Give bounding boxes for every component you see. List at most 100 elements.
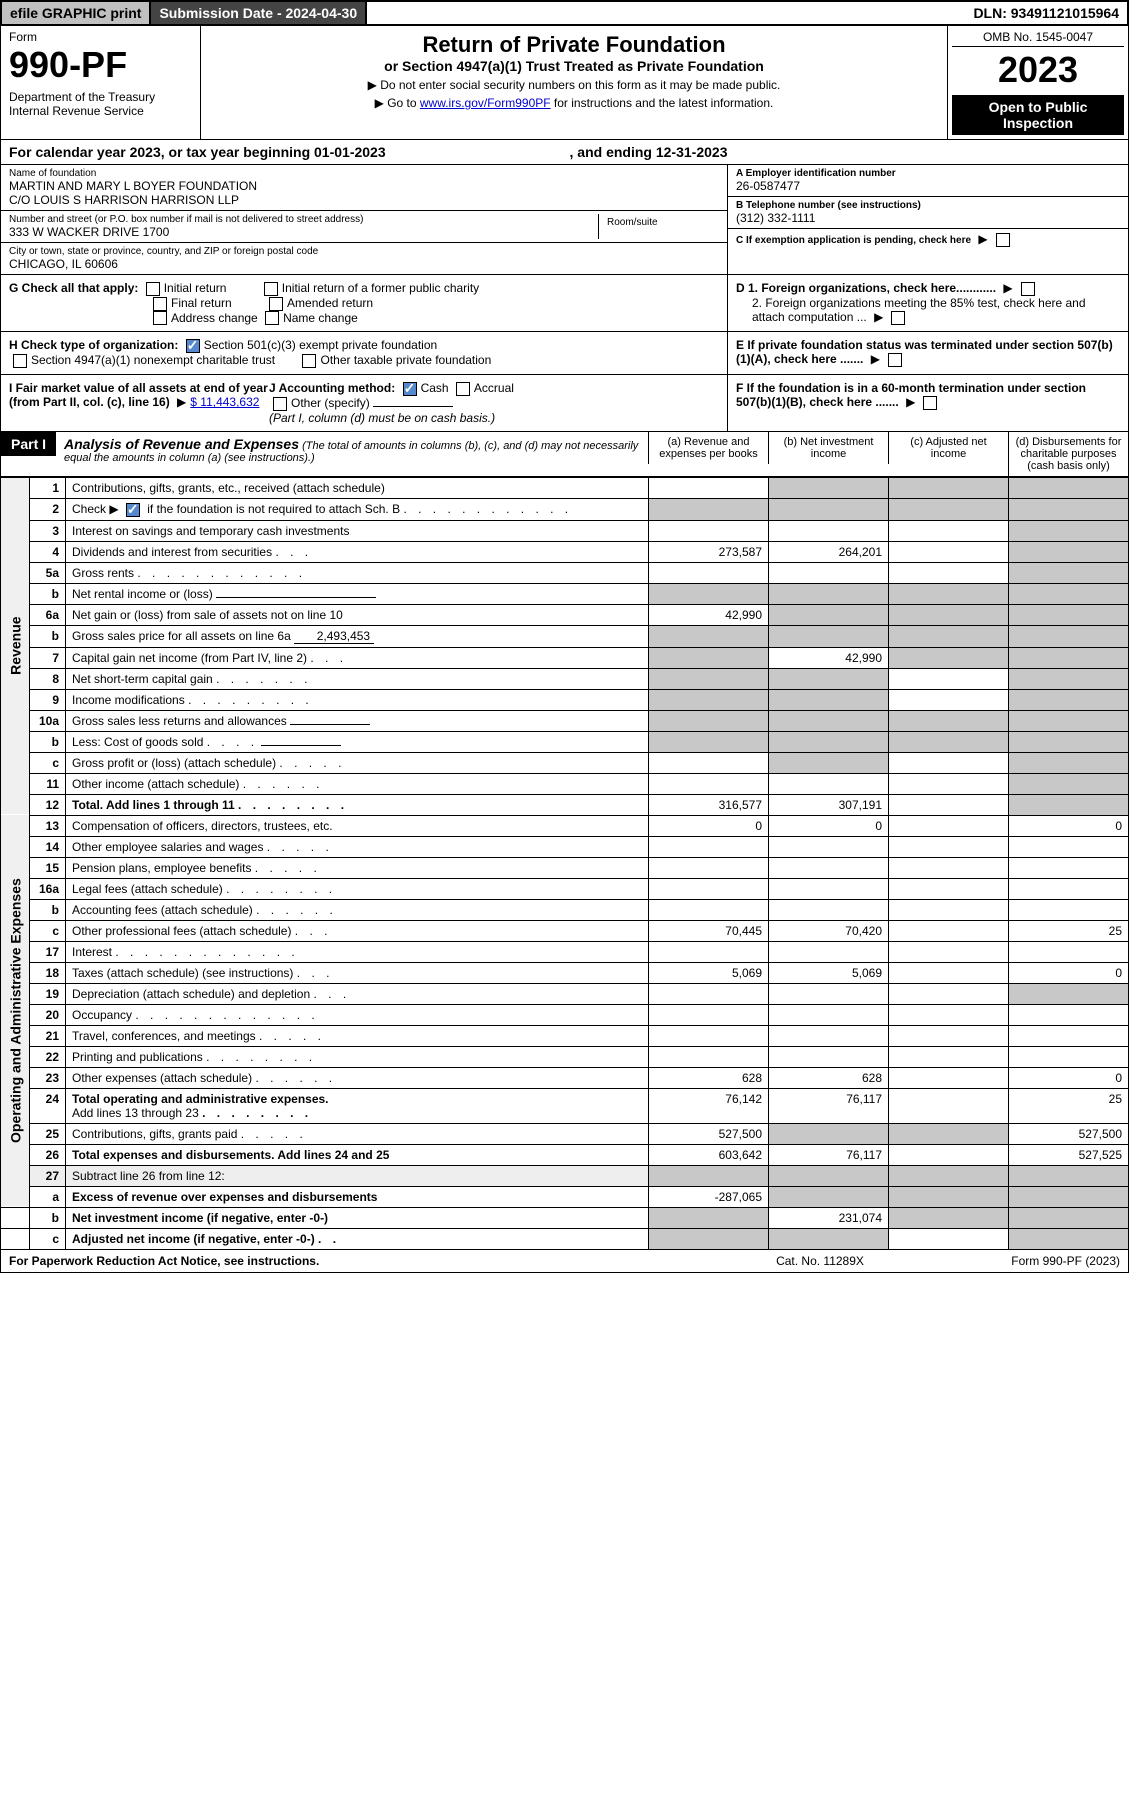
g-label: G Check all that apply: [9,281,138,295]
row-19-desc: Depreciation (attach schedule) and deple… [66,983,649,1004]
row-10b-desc: Less: Cost of goods sold . . . . [66,731,649,752]
room-label: Room/suite [607,217,711,228]
form-link[interactable]: www.irs.gov/Form990PF [420,96,551,110]
form-word: Form [9,30,192,44]
row-15-desc: Pension plans, employee benefits . . . .… [66,857,649,878]
amended-return-cb[interactable] [269,297,283,311]
j-other: Other (specify) [291,396,370,410]
row-22-desc: Printing and publications . . . . . . . … [66,1046,649,1067]
row-24-desc: Total operating and administrative expen… [66,1088,649,1123]
row-13-d: 0 [1009,815,1129,836]
form-header: Form 990-PF Department of the Treasury I… [0,26,1129,140]
row-5b-desc: Net rental income or (loss) [66,583,649,604]
form-footer: Form 990-PF (2023) [920,1254,1120,1268]
other-taxable-cb[interactable] [302,354,316,368]
row-7-b: 42,990 [769,647,889,668]
col-a-hdr: (a) Revenue and expenses per books [648,432,768,464]
row-9-desc: Income modifications . . . . . . . . . [66,689,649,710]
g-addr-change: Address change [171,311,258,325]
other-method-cb[interactable] [273,397,287,411]
initial-former-cb[interactable] [264,282,278,296]
phone-value: (312) 332-1111 [736,211,1120,225]
dln-label: DLN: 93491121015964 [367,2,1127,24]
accrual-cb[interactable] [456,382,470,396]
e-checkbox[interactable] [888,353,902,367]
sch-b-cb[interactable] [126,503,140,517]
row-5a-desc: Gross rents . . . . . . . . . . . . [66,562,649,583]
cash-cb[interactable] [403,382,417,396]
cal-year-ending: , and ending 12-31-2023 [570,144,728,160]
d2-checkbox[interactable] [891,311,905,325]
row-8-desc: Net short-term capital gain . . . . . . … [66,668,649,689]
row-4-desc: Dividends and interest from securities .… [66,541,649,562]
row-13-a: 0 [649,815,769,836]
tax-year: 2023 [952,49,1124,91]
row-24-b: 76,117 [769,1088,889,1123]
cat-number: Cat. No. 11289X [720,1254,920,1268]
row-26-b: 76,117 [769,1144,889,1165]
name-label: Name of foundation [9,168,719,179]
row-16c-a: 70,445 [649,920,769,941]
dept-treasury: Department of the Treasury [9,90,192,104]
row-18-b: 5,069 [769,962,889,983]
g-final: Final return [171,296,232,310]
g-initial-former: Initial return of a former public charit… [282,281,479,295]
addr-change-cb[interactable] [153,311,167,325]
row-18-desc: Taxes (attach schedule) (see instruction… [66,962,649,983]
revenue-side-label: Revenue [1,477,30,815]
row-10a-desc: Gross sales less returns and allowances [66,710,649,731]
paperwork-notice: For Paperwork Reduction Act Notice, see … [9,1254,720,1268]
4947-cb[interactable] [13,354,27,368]
page-footer: For Paperwork Reduction Act Notice, see … [0,1250,1129,1273]
row-4-b: 264,201 [769,541,889,562]
row-27b-desc: Net investment income (if negative, ente… [66,1207,649,1228]
foundation-name-1: MARTIN AND MARY L BOYER FOUNDATION [9,179,719,193]
row-24-d: 25 [1009,1088,1129,1123]
ein-label: A Employer identification number [736,168,1120,179]
part-i-title: Analysis of Revenue and Expenses [64,436,299,452]
501c3-cb[interactable] [186,339,200,353]
form-subtitle: or Section 4947(a)(1) Trust Treated as P… [211,58,937,74]
phone-label: B Telephone number (see instructions) [736,200,1120,211]
h-4947: Section 4947(a)(1) nonexempt charitable … [31,353,275,367]
open-to-public: Open to Public Inspection [952,95,1124,135]
name-change-cb[interactable] [265,311,279,325]
row-21-desc: Travel, conferences, and meetings . . . … [66,1025,649,1046]
g-amended: Amended return [287,296,373,310]
part-i-header: Part I Analysis of Revenue and Expenses … [0,432,1129,477]
f-checkbox[interactable] [923,396,937,410]
irs-label: Internal Revenue Service [9,104,192,118]
row-13-desc: Compensation of officers, directors, tru… [66,815,649,836]
efile-label: efile GRAPHIC print [2,2,151,24]
note-2-post: for instructions and the latest informat… [551,96,774,110]
row-27-desc: Subtract line 26 from line 12: [66,1165,649,1186]
row-12-a: 316,577 [649,794,769,815]
foundation-addr: 333 W WACKER DRIVE 1700 [9,225,598,239]
h-label: H Check type of organization: [9,338,178,352]
row-10c-desc: Gross profit or (loss) (attach schedule)… [66,752,649,773]
row-26-desc: Total expenses and disbursements. Add li… [66,1144,649,1165]
row-26-d: 527,525 [1009,1144,1129,1165]
row-18-a: 5,069 [649,962,769,983]
row-25-desc: Contributions, gifts, grants paid . . . … [66,1123,649,1144]
final-return-cb[interactable] [153,297,167,311]
form-title: Return of Private Foundation [211,32,937,58]
city-label: City or town, state or province, country… [9,246,719,257]
top-bar: efile GRAPHIC print Submission Date - 20… [0,0,1129,26]
c-checkbox[interactable] [996,233,1010,247]
initial-return-cb[interactable] [146,282,160,296]
row-16c-d: 25 [1009,920,1129,941]
row-1-desc: Contributions, gifts, grants, etc., rece… [66,477,649,498]
row-11-desc: Other income (attach schedule) . . . . .… [66,773,649,794]
part-i-label: Part I [1,432,56,456]
row-16c-desc: Other professional fees (attach schedule… [66,920,649,941]
row-23-desc: Other expenses (attach schedule) . . . .… [66,1067,649,1088]
j-accrual: Accrual [474,381,514,395]
fmv-value[interactable]: $ 11,443,632 [190,395,259,409]
note-2: ▶ Go to www.irs.gov/Form990PF for instru… [211,96,937,110]
row-25-a: 527,500 [649,1123,769,1144]
row-16a-desc: Legal fees (attach schedule) . . . . . .… [66,878,649,899]
cal-year-text: For calendar year 2023, or tax year begi… [9,144,386,160]
d1-label: D 1. Foreign organizations, check here..… [736,281,996,295]
d1-checkbox[interactable] [1021,282,1035,296]
